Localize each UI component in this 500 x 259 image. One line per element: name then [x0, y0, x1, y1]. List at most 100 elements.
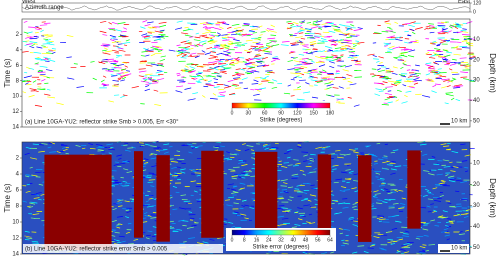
stroke	[144, 215, 150, 217]
stroke	[22, 91, 27, 94]
stroke	[310, 184, 315, 187]
stroke	[346, 177, 352, 180]
stroke	[346, 164, 352, 167]
strip-frame	[21, 2, 471, 13]
stroke	[145, 85, 150, 88]
stroke	[207, 63, 216, 66]
stroke	[453, 23, 459, 26]
stroke	[125, 231, 130, 234]
stroke	[311, 60, 315, 63]
stroke	[400, 248, 406, 251]
stroke	[384, 98, 390, 101]
stroke	[62, 148, 68, 152]
stroke	[449, 25, 453, 29]
stroke	[439, 194, 444, 198]
stroke	[433, 209, 438, 212]
stroke	[345, 28, 350, 32]
stroke	[34, 62, 39, 65]
stroke	[171, 174, 179, 177]
stroke	[265, 29, 270, 32]
stroke	[352, 220, 358, 222]
stroke	[146, 50, 154, 53]
stroke	[313, 68, 318, 71]
stroke	[160, 35, 169, 38]
stroke	[196, 169, 200, 172]
stroke	[431, 71, 436, 74]
stroke	[449, 68, 453, 71]
stroke	[217, 32, 221, 35]
stroke	[405, 230, 410, 233]
stroke	[344, 65, 353, 68]
stroke	[155, 149, 161, 152]
stroke	[376, 68, 381, 71]
stroke	[142, 169, 147, 171]
stroke	[367, 53, 375, 56]
stroke	[313, 167, 317, 171]
stroke	[220, 94, 226, 96]
colorbar-tick-label: 8	[243, 237, 246, 243]
stroke	[287, 186, 294, 189]
stroke	[411, 31, 416, 35]
stroke	[376, 199, 383, 201]
stroke	[218, 60, 224, 63]
stroke	[343, 202, 351, 205]
stroke	[117, 77, 123, 79]
stroke	[435, 73, 443, 76]
stroke	[422, 194, 428, 197]
stroke	[263, 50, 271, 53]
stroke	[309, 222, 316, 225]
stroke	[330, 43, 338, 46]
stroke	[451, 150, 459, 154]
stroke	[245, 39, 253, 42]
stroke	[306, 182, 311, 185]
stroke	[277, 215, 285, 218]
stroke	[348, 216, 354, 219]
stroke	[294, 64, 303, 66]
stroke	[213, 46, 220, 49]
stroke	[348, 51, 356, 53]
stroke	[437, 71, 441, 73]
stroke	[377, 69, 386, 73]
stroke	[309, 40, 317, 44]
y-tick-label: 8	[16, 78, 20, 84]
y2-axis-label: Depth (km)	[488, 178, 497, 218]
stroke	[247, 57, 251, 60]
stroke	[427, 78, 434, 81]
stroke	[402, 63, 407, 66]
strip-left-label: West	[22, 0, 36, 5]
stroke	[227, 79, 234, 82]
stroke	[438, 25, 445, 28]
stroke	[270, 24, 276, 28]
caption: (b) Line 10GA-YU2: reflector strike erro…	[25, 247, 168, 253]
stroke	[465, 229, 470, 232]
stroke	[225, 33, 231, 37]
stroke	[236, 73, 245, 75]
stroke	[150, 217, 157, 219]
stroke	[291, 226, 297, 228]
stroke	[189, 36, 194, 38]
stroke	[29, 202, 36, 205]
stroke	[249, 183, 254, 186]
stroke	[331, 54, 338, 57]
stroke	[321, 23, 328, 25]
stroke	[311, 96, 319, 99]
stroke	[394, 189, 399, 192]
stroke	[152, 45, 160, 49]
stroke	[89, 148, 96, 150]
stroke	[26, 31, 33, 34]
stroke	[281, 207, 287, 209]
stroke	[282, 211, 289, 213]
stroke	[143, 47, 148, 51]
stroke	[31, 240, 39, 243]
stroke	[182, 224, 187, 227]
stroke	[202, 95, 206, 98]
stroke	[341, 186, 347, 188]
stroke	[175, 27, 183, 30]
stroke	[398, 54, 404, 57]
stroke	[346, 42, 353, 44]
stroke	[100, 45, 109, 48]
stroke	[231, 23, 240, 26]
strip-tick-label: 0	[473, 9, 476, 15]
stroke	[283, 222, 291, 225]
y-tick-label: 12	[12, 109, 19, 115]
